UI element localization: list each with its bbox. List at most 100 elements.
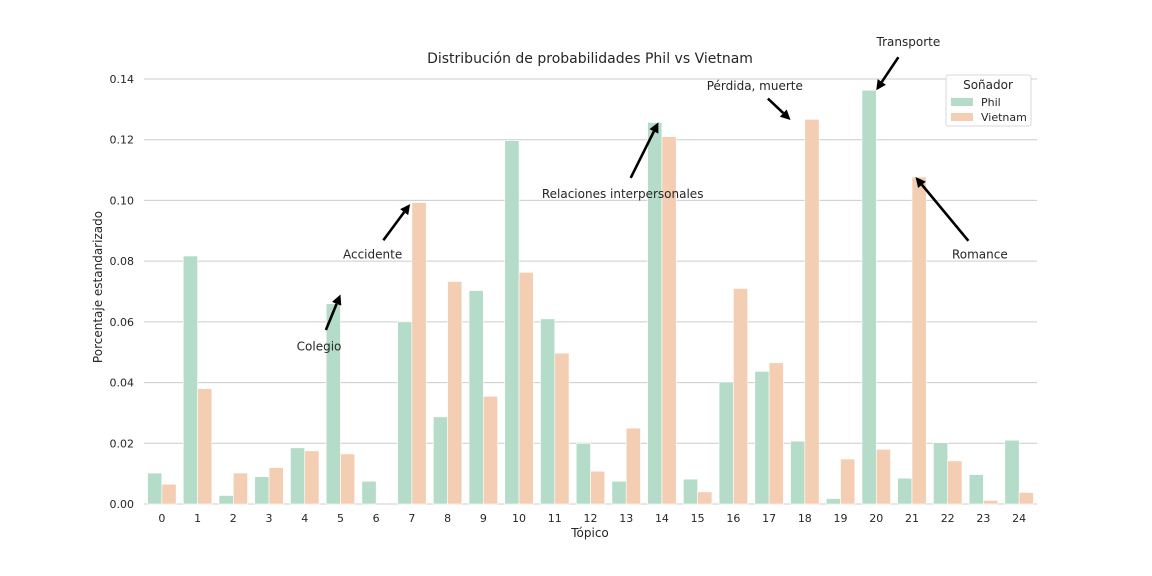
x-tick-label: 7 bbox=[408, 512, 415, 525]
bar-vietnam-11 bbox=[554, 352, 570, 505]
y-tick-label: 0.12 bbox=[110, 134, 135, 147]
bar-phil-17 bbox=[754, 371, 770, 505]
x-tick-label: 22 bbox=[941, 512, 955, 525]
bar-vietnam-14 bbox=[661, 136, 677, 505]
bar-phil-15 bbox=[683, 478, 698, 505]
x-tick-label: 11 bbox=[548, 512, 562, 525]
x-tick-label: 16 bbox=[726, 512, 740, 525]
bar-vietnam-21 bbox=[911, 176, 927, 505]
legend-title: Soñador bbox=[963, 78, 1013, 92]
annotation-arrow bbox=[920, 183, 970, 242]
bar-phil-23 bbox=[968, 474, 984, 505]
bar-vietnam-24 bbox=[1018, 492, 1034, 505]
bar-phil-14 bbox=[647, 122, 663, 505]
bar-vietnam-1 bbox=[197, 388, 213, 505]
bar-vietnam-20 bbox=[875, 449, 891, 505]
bar-vietnam-23 bbox=[983, 500, 999, 505]
annotation-label: Accidente bbox=[343, 248, 402, 262]
bar-phil-2 bbox=[218, 495, 234, 505]
bar-vietnam-0 bbox=[161, 483, 177, 505]
bar-phil-1 bbox=[182, 255, 198, 505]
legend-swatch-phil bbox=[951, 98, 973, 106]
legend: Soñador Phil Vietnam bbox=[945, 74, 1032, 127]
bar-vietnam-19 bbox=[840, 458, 856, 505]
bar-phil-21 bbox=[897, 477, 913, 505]
x-tick-label: 10 bbox=[512, 512, 526, 525]
bar-vietnam-10 bbox=[518, 272, 534, 505]
bar-phil-6 bbox=[361, 480, 377, 505]
bar-vietnam-2 bbox=[233, 472, 248, 505]
annotation-label: Romance bbox=[952, 248, 1008, 262]
x-tick-label: 6 bbox=[373, 512, 380, 525]
annotation-label: Transporte bbox=[876, 35, 941, 49]
annotation-arrow bbox=[382, 211, 406, 242]
x-tick-label: 4 bbox=[301, 512, 308, 525]
bar-phil-22 bbox=[933, 442, 948, 505]
x-tick-label: 21 bbox=[905, 512, 919, 525]
bar-phil-9 bbox=[468, 290, 484, 505]
bar-phil-19 bbox=[825, 498, 841, 505]
y-tick-label: 0.04 bbox=[110, 377, 135, 390]
x-tick-label: 2 bbox=[230, 512, 237, 525]
bar-phil-20 bbox=[861, 89, 877, 505]
bar-phil-0 bbox=[147, 472, 163, 505]
annotation-arrowhead bbox=[649, 122, 659, 134]
bar-phil-16 bbox=[718, 381, 734, 505]
x-tick-label: 1 bbox=[194, 512, 201, 525]
bar-phil-11 bbox=[540, 318, 556, 505]
bar-vietnam-9 bbox=[483, 395, 498, 505]
y-tick-label: 0.14 bbox=[110, 73, 135, 86]
annotation-label: Relaciones interpersonales bbox=[542, 187, 704, 201]
x-tick-label: 23 bbox=[976, 512, 990, 525]
annotation-arrowhead bbox=[332, 294, 342, 306]
bar-phil-12 bbox=[575, 442, 591, 505]
bar-vietnam-13 bbox=[625, 427, 641, 505]
bar-vietnam-17 bbox=[768, 362, 784, 505]
x-tick-label: 8 bbox=[444, 512, 451, 525]
bar-vietnam-22 bbox=[947, 460, 963, 505]
chart-title: Distribución de probabilidades Phil vs V… bbox=[427, 51, 753, 67]
annotation-label: Colegio bbox=[297, 340, 342, 354]
annotation-arrow bbox=[324, 303, 338, 331]
x-tick-label: 0 bbox=[158, 512, 165, 525]
bar-phil-7 bbox=[397, 321, 413, 505]
legend-swatch-vietnam bbox=[951, 113, 973, 121]
y-tick-label: 0.00 bbox=[110, 498, 135, 511]
x-tick-label: 15 bbox=[691, 512, 705, 525]
y-axis-label: Porcentaje estandarizado bbox=[91, 211, 105, 363]
y-axis-ticks: 0.00 0.02 0.04 0.06 0.08 0.10 0.12 0.14 bbox=[110, 73, 135, 511]
x-tick-label: 14 bbox=[655, 512, 669, 525]
x-axis-label: Tópico bbox=[570, 526, 609, 540]
annotation-arrow bbox=[880, 56, 900, 83]
x-tick-label: 13 bbox=[619, 512, 633, 525]
bar-phil-10 bbox=[504, 140, 520, 505]
bar-vietnam-7 bbox=[411, 202, 427, 505]
bar-vietnam-4 bbox=[304, 450, 320, 505]
x-tick-label: 19 bbox=[834, 512, 848, 525]
y-tick-label: 0.06 bbox=[110, 316, 135, 329]
x-tick-label: 24 bbox=[1012, 512, 1026, 525]
annotation-arrowhead bbox=[876, 79, 886, 91]
bar-phil-8 bbox=[433, 416, 448, 505]
legend-label-vietnam: Vietnam bbox=[981, 111, 1027, 124]
annotations: Colegio Accidente Relaciones interpersonal… bbox=[297, 35, 1008, 353]
x-tick-label: 18 bbox=[798, 512, 812, 525]
bar-vietnam-8 bbox=[447, 281, 463, 505]
bar-phil-18 bbox=[790, 440, 806, 505]
bars bbox=[147, 89, 1034, 505]
annotation-arrowhead bbox=[915, 177, 926, 188]
bar-phil-3 bbox=[254, 476, 270, 505]
y-tick-label: 0.08 bbox=[110, 255, 135, 268]
bar-vietnam-18 bbox=[804, 119, 820, 505]
bar-vietnam-12 bbox=[590, 470, 606, 505]
bar-phil-4 bbox=[290, 447, 306, 505]
annotation-arrowhead bbox=[779, 109, 791, 120]
x-tick-label: 3 bbox=[266, 512, 273, 525]
y-tick-label: 0.02 bbox=[110, 437, 135, 450]
gridlines bbox=[144, 78, 1037, 505]
bar-phil-13 bbox=[611, 480, 627, 505]
bar-vietnam-15 bbox=[697, 491, 713, 505]
bar-vietnam-3 bbox=[268, 467, 284, 505]
annotation-arrowhead bbox=[400, 204, 411, 216]
